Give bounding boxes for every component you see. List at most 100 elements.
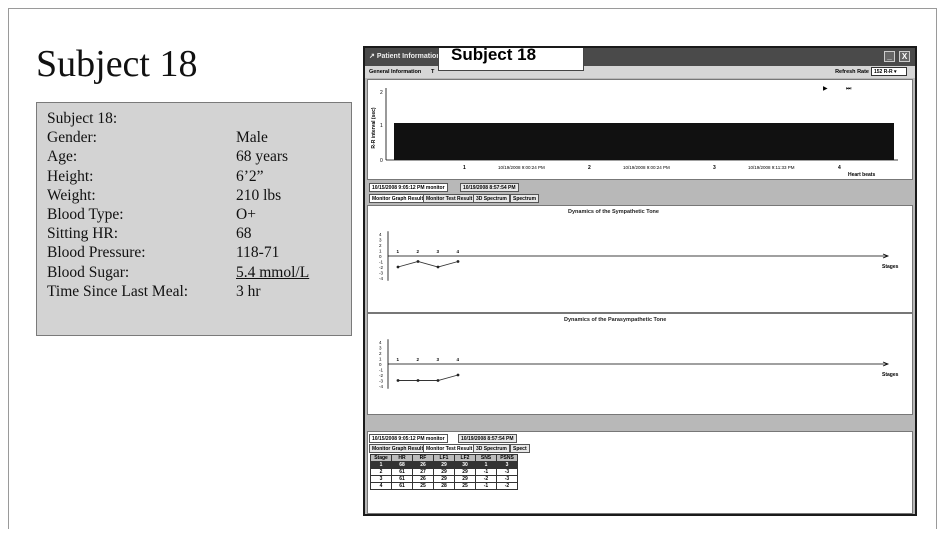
rr-chart: R-R interval (sec) 2 1 0 1 2 3 4 10/19/2… <box>371 86 898 178</box>
info-row: Time Since Last Meal: 3 hr <box>47 282 351 301</box>
table-cell: 30 <box>454 461 476 469</box>
info-value: 68 years <box>236 148 289 166</box>
info-label: Gender: <box>47 129 97 147</box>
info-row: Height: 6’2” <box>47 167 351 186</box>
table-cell: 25 <box>412 482 434 490</box>
info-label: Blood Type: <box>47 205 124 223</box>
table-cell: 3 <box>370 475 392 483</box>
sympathetic-tone-panel: Dynamics of the Sympathetic Tone 4 3 2 1 0 -1… <box>367 205 913 313</box>
refresh-rate-label: Refresh Rate <box>835 69 869 75</box>
table-cell: 29 <box>433 461 455 469</box>
tone-data-point <box>396 379 400 382</box>
info-row: Sitting HR: 68 <box>47 224 351 243</box>
info-value: 6’2” <box>236 167 264 185</box>
tab-monitor-graph-results[interactable]: Monitor Graph Results <box>369 194 429 203</box>
info-row: Blood Type: O+ <box>47 205 351 224</box>
y-tick-label: -4 <box>379 276 383 281</box>
tone-series-line <box>397 261 459 268</box>
info-row: Blood Pressure: 118-71 <box>47 243 351 262</box>
timestamp-label: 10/19/2008 9:00:24 PM <box>498 165 545 170</box>
window-icon: ↗ <box>369 53 377 60</box>
table-row[interactable]: 2 61 27 29 29 -1 -3 <box>370 468 518 476</box>
rr-interval-panel: R-R interval (sec) 2 1 0 1 2 3 4 10/19/2… <box>367 79 913 180</box>
table-header: LF1 <box>433 454 455 462</box>
stage-label: 4 <box>457 357 460 362</box>
skip-end-icon[interactable]: ⏭ <box>846 86 852 92</box>
rr-y-tick: 2 <box>380 90 383 96</box>
y-tick-label: 2 <box>379 351 382 356</box>
table-header: HR <box>391 454 413 462</box>
y-tick-label: 4 <box>379 340 382 345</box>
stage-marker: 2 <box>588 165 591 171</box>
y-tick-label: 4 <box>379 232 382 237</box>
results-table: Stage HR RF LF1 LF2 SNS PSNS 1 68 26 29 30 1 3 2 61 27 2… <box>370 454 518 490</box>
rr-interval-series <box>394 123 894 160</box>
info-row: Weight: 210 lbs <box>47 186 351 205</box>
table-row[interactable]: 1 68 26 29 30 1 3 <box>370 461 518 469</box>
table-cell: 3 <box>496 461 518 469</box>
stage-label: 1 <box>397 249 400 254</box>
tone-data-point <box>436 265 440 269</box>
y-tick-label: 1 <box>379 249 382 254</box>
tab-monitor-test-result[interactable]: Monitor Test Result <box>423 444 476 453</box>
table-cell: 27 <box>412 468 434 476</box>
tab-3d-spectrum[interactable]: 3D Spectrum <box>473 444 510 453</box>
info-label: Height: <box>47 167 94 185</box>
table-cell: -1 <box>475 468 497 476</box>
info-label: Blood Sugar: <box>47 263 130 281</box>
info-value: Male <box>236 129 268 147</box>
stage-marker: 4 <box>838 165 841 171</box>
info-value: 210 lbs <box>236 186 282 204</box>
info-value: 68 <box>236 225 252 243</box>
table-header: PSNS <box>496 454 518 462</box>
y-tick-label: -1 <box>379 260 383 265</box>
y-tick-label: 2 <box>379 243 382 248</box>
tab-spectrum[interactable]: Spect <box>510 444 530 453</box>
table-header: RF <box>412 454 434 462</box>
y-tick-label: 0 <box>379 254 382 259</box>
info-value: O+ <box>236 205 256 223</box>
results-panel: 10/15/2008 9:05:12 PM monitor 10/19/2008… <box>367 431 913 514</box>
play-icon[interactable]: ▶ <box>823 86 828 92</box>
stages-axis-label: Stages <box>882 372 899 378</box>
parasympathetic-chart-title: Dynamics of the Parasympathetic Tone <box>564 317 667 323</box>
x-axis-arrow <box>882 361 890 367</box>
refresh-rate-select[interactable]: 152 R-R ▾ <box>871 67 907 76</box>
tab-t[interactable]: T <box>431 69 435 75</box>
close-button[interactable]: X <box>899 51 910 62</box>
tab-session-2[interactable]: 10/19/2008 8:57:54 PM <box>460 183 519 192</box>
tab-3d-spectrum[interactable]: 3D Spectrum <box>473 194 510 203</box>
minimize-button[interactable]: _ <box>884 51 895 62</box>
stages-axis-label: Stages <box>882 264 899 270</box>
tab-session-2[interactable]: 10/19/2008 8:57:54 PM <box>458 434 517 443</box>
tone-data-point <box>436 379 440 382</box>
tab-session-1[interactable]: 10/15/2008 9:05:12 PM monitor <box>369 183 448 192</box>
table-cell: 2 <box>370 468 392 476</box>
tab-session-1[interactable]: 10/15/2008 9:05:12 PM monitor <box>369 434 448 443</box>
window-title: Patient Information <box>376 53 441 60</box>
subject-callout: Subject 18 <box>438 48 584 71</box>
y-tick-label: -3 <box>379 379 383 384</box>
tone-data-point <box>456 373 460 377</box>
info-label: Weight: <box>47 186 96 204</box>
table-cell: 68 <box>391 461 413 469</box>
y-tick-label: 0 <box>379 362 382 367</box>
table-row[interactable]: 4 61 25 28 25 -1 -2 <box>370 482 518 490</box>
stage-label: 2 <box>417 249 420 254</box>
table-cell: 29 <box>433 475 455 483</box>
info-heading: Subject 18: <box>47 110 118 127</box>
tab-spectrum[interactable]: Spectrum <box>510 194 540 203</box>
tab-monitor-test-result[interactable]: Monitor Test Result <box>423 194 476 203</box>
table-header: Stage <box>370 454 392 462</box>
table-cell: -2 <box>496 482 518 490</box>
tab-monitor-graph-results[interactable]: Monitor Graph Results <box>369 444 429 453</box>
table-cell: 61 <box>391 468 413 476</box>
table-cell: -1 <box>475 482 497 490</box>
table-cell: 25 <box>454 482 476 490</box>
tab-general-information[interactable]: General Information <box>369 69 422 75</box>
patient-information-window: ↗ Patient Information _ X Subject 18 Gen… <box>363 46 917 516</box>
info-value: 3 hr <box>236 282 261 300</box>
table-row[interactable]: 3 61 26 29 29 -2 -3 <box>370 475 518 483</box>
